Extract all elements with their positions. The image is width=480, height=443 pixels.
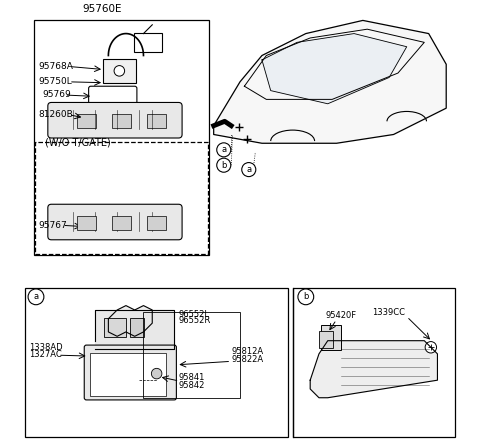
FancyBboxPatch shape (35, 142, 208, 254)
Text: a: a (34, 292, 38, 301)
Text: 95812A: 95812A (231, 347, 264, 356)
Text: b: b (221, 161, 227, 170)
Polygon shape (262, 34, 407, 104)
FancyBboxPatch shape (321, 325, 341, 350)
Circle shape (217, 143, 231, 157)
Text: 95822A: 95822A (231, 354, 264, 364)
FancyBboxPatch shape (104, 319, 126, 337)
FancyBboxPatch shape (103, 59, 135, 83)
Circle shape (242, 163, 256, 177)
FancyBboxPatch shape (77, 114, 96, 128)
Circle shape (114, 66, 125, 76)
Polygon shape (310, 341, 437, 398)
Polygon shape (108, 306, 152, 336)
Circle shape (217, 158, 231, 172)
FancyBboxPatch shape (147, 114, 166, 128)
Text: a: a (246, 165, 252, 174)
FancyBboxPatch shape (48, 102, 182, 138)
FancyBboxPatch shape (90, 354, 166, 396)
FancyBboxPatch shape (147, 216, 166, 230)
Circle shape (298, 289, 314, 305)
Text: 95841: 95841 (179, 373, 205, 382)
Circle shape (425, 342, 436, 353)
Text: 95769: 95769 (43, 90, 72, 100)
Text: (W/O T/GATE): (W/O T/GATE) (45, 138, 110, 148)
Text: 95760E: 95760E (82, 4, 121, 14)
Circle shape (151, 368, 162, 379)
Polygon shape (214, 20, 446, 143)
FancyBboxPatch shape (112, 114, 131, 128)
Text: 95750L: 95750L (38, 78, 72, 86)
Text: 96552L: 96552L (179, 310, 210, 319)
FancyBboxPatch shape (130, 319, 144, 337)
Text: 95842: 95842 (179, 381, 205, 390)
FancyBboxPatch shape (293, 288, 455, 437)
FancyBboxPatch shape (112, 216, 131, 230)
Text: 95767: 95767 (38, 221, 67, 230)
Text: 1339CC: 1339CC (372, 307, 405, 317)
Text: 1327AC: 1327AC (29, 350, 62, 359)
FancyBboxPatch shape (134, 33, 162, 52)
Text: b: b (303, 292, 309, 301)
Text: 1338AD: 1338AD (29, 343, 63, 352)
Text: 95420F: 95420F (325, 311, 357, 320)
FancyBboxPatch shape (84, 345, 176, 400)
FancyBboxPatch shape (25, 288, 288, 437)
Circle shape (28, 289, 44, 305)
Text: 96552R: 96552R (179, 316, 211, 325)
FancyBboxPatch shape (34, 20, 209, 255)
Text: 95768A: 95768A (38, 62, 73, 71)
FancyBboxPatch shape (89, 86, 137, 104)
Text: 81260B: 81260B (38, 110, 73, 119)
FancyBboxPatch shape (48, 204, 182, 240)
Polygon shape (95, 310, 174, 350)
FancyBboxPatch shape (77, 216, 96, 230)
FancyBboxPatch shape (319, 331, 333, 348)
Text: a: a (221, 145, 227, 154)
